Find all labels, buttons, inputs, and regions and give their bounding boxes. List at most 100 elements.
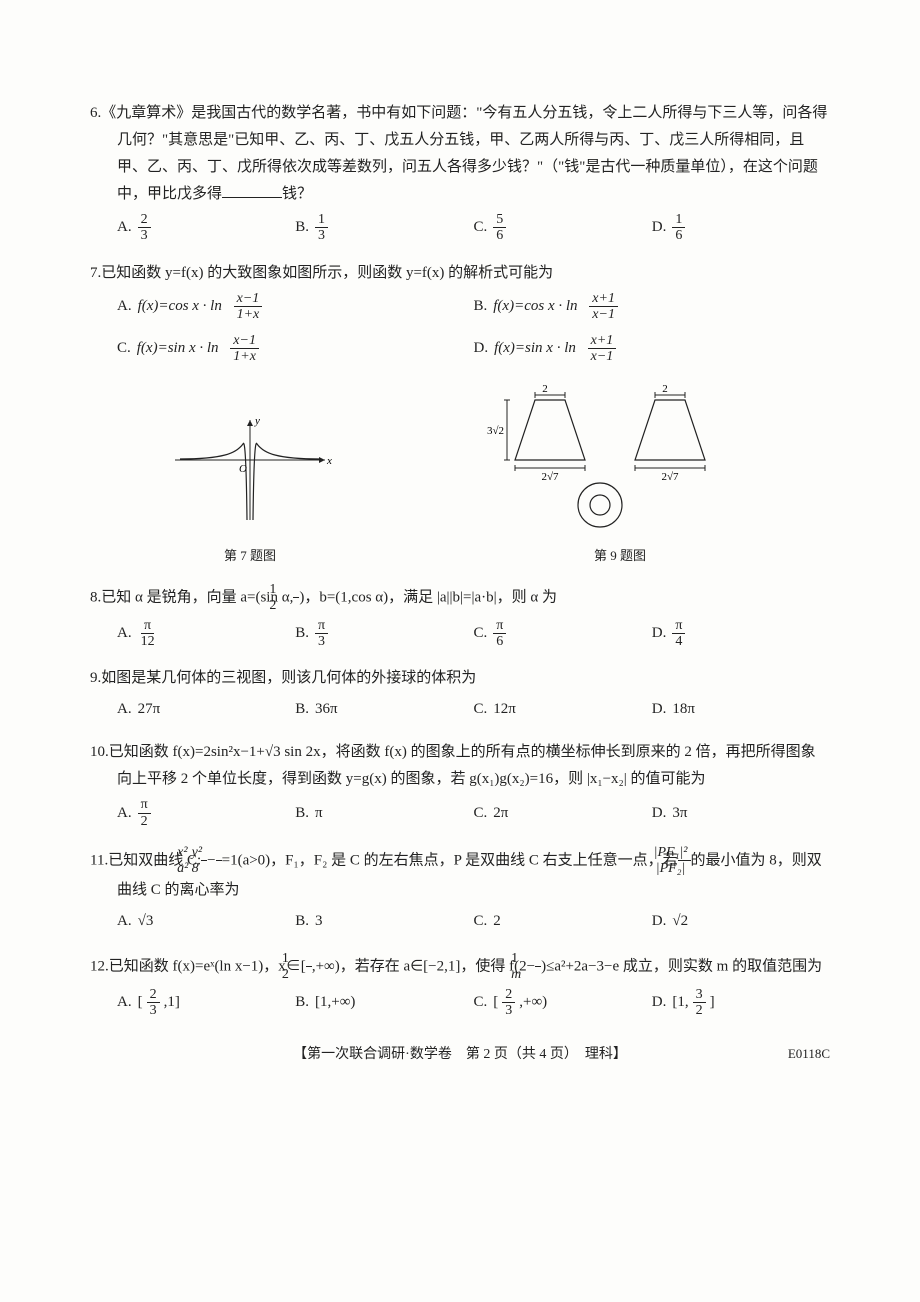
fraction: x−11+x bbox=[230, 333, 259, 365]
question-number: 7. bbox=[90, 265, 101, 281]
fraction: 23 bbox=[502, 987, 515, 1019]
fraction: 16 bbox=[672, 212, 685, 244]
three-view-icon: 2 3√2 2√7 2 2√7 bbox=[485, 380, 755, 530]
option-label: C. bbox=[474, 620, 488, 647]
options-row: A.f(x)=cos x · ln x−11+x B.f(x)=cos x · … bbox=[117, 291, 830, 365]
option-c: C.f(x)=sin x · ln x−11+x bbox=[117, 333, 474, 365]
svg-text:2√7: 2√7 bbox=[661, 471, 679, 483]
fraction: π6 bbox=[493, 618, 506, 650]
options-row: A.π2 B.π C.2π D.3π bbox=[117, 797, 830, 829]
option-a: A.f(x)=cos x · ln x−11+x bbox=[117, 291, 474, 323]
stem-text: 已知 α 是锐角，向量 a=(sin α, bbox=[101, 589, 293, 605]
option-c: C.[23,+∞) bbox=[474, 987, 652, 1019]
option-pre: [1, bbox=[672, 989, 688, 1016]
fraction: π3 bbox=[315, 618, 328, 650]
option-d: D.3π bbox=[652, 797, 830, 829]
option-value: [1,+∞) bbox=[315, 989, 355, 1016]
option-label: D. bbox=[652, 214, 667, 241]
svg-text:y: y bbox=[254, 415, 260, 427]
option-label: A. bbox=[117, 989, 132, 1016]
graph-icon: x y O bbox=[165, 410, 335, 530]
option-label: D. bbox=[474, 335, 489, 362]
option-label: B. bbox=[295, 214, 309, 241]
option-label: D. bbox=[652, 908, 667, 935]
stem-text: 已知函数 f(x)=eˣ(ln x−1)，x∈[ bbox=[109, 958, 306, 974]
option-label: B. bbox=[295, 800, 309, 827]
page-footer: 【第一次联合调研·数学卷 第 2 页（共 4 页） 理科】 E0118C bbox=[90, 1042, 830, 1067]
question-number: 8. bbox=[90, 589, 101, 605]
option-d: D.f(x)=sin x · ln x+1x−1 bbox=[474, 333, 831, 365]
option-b: B.π3 bbox=[295, 618, 473, 650]
option-value: 2π bbox=[493, 800, 508, 827]
option-value: 27π bbox=[138, 696, 161, 723]
option-expr: f(x)=sin x · ln bbox=[137, 335, 219, 362]
option-pre: [ bbox=[493, 989, 498, 1016]
option-b: B.36π bbox=[295, 696, 473, 723]
option-b: B.13 bbox=[295, 212, 473, 244]
option-a: A.23 bbox=[117, 212, 295, 244]
question-number: 9. bbox=[90, 670, 101, 686]
stem-text: ,+∞)，若存在 a∈[−2,1]，使得 f(2− bbox=[312, 958, 535, 974]
option-label: D. bbox=[652, 989, 667, 1016]
option-value: π bbox=[315, 800, 323, 827]
question-number: 10. bbox=[90, 744, 109, 760]
option-b: B.f(x)=cos x · ln x+1x−1 bbox=[474, 291, 831, 323]
option-pre: [ bbox=[138, 989, 143, 1016]
option-c: C.2π bbox=[474, 797, 652, 829]
question-number: 12. bbox=[90, 958, 109, 974]
question-9: 9.如图是某几何体的三视图，则该几何体的外接球的体积为 A.27π B.36π … bbox=[90, 665, 830, 723]
option-label: B. bbox=[295, 989, 309, 1016]
fraction: x−11+x bbox=[234, 291, 263, 323]
question-7: 7.已知函数 y=f(x) 的大致图象如图所示，则函数 y=f(x) 的解析式可… bbox=[90, 260, 830, 365]
option-c: C.π6 bbox=[474, 618, 652, 650]
option-label: B. bbox=[295, 696, 309, 723]
question-11: 11.已知双曲线 C:x²a²−y²8=1(a>0)，F₁，F₂ 是 C 的左右… bbox=[90, 845, 830, 935]
svg-text:3√2: 3√2 bbox=[487, 425, 504, 437]
options-row: A.27π B.36π C.12π D.18π bbox=[117, 696, 830, 723]
option-value: 18π bbox=[672, 696, 695, 723]
option-a: A.π12 bbox=[117, 618, 295, 650]
svg-text:2: 2 bbox=[662, 383, 668, 395]
option-a: A.[23,1] bbox=[117, 987, 295, 1019]
fraction: |PF₁|²|PF₂| bbox=[678, 845, 691, 877]
fraction: x+1x−1 bbox=[589, 291, 618, 323]
option-label: B. bbox=[295, 620, 309, 647]
fraction: 32 bbox=[693, 987, 706, 1019]
footer-text: 【第一次联合调研·数学卷 第 2 页（共 4 页） 理科】 bbox=[293, 1047, 627, 1062]
option-c: C.2 bbox=[474, 908, 652, 935]
option-d: D. [1, 32] bbox=[652, 987, 830, 1019]
fraction: π4 bbox=[672, 618, 685, 650]
question-stem: 8.已知 α 是锐角，向量 a=(sin α,12)，b=(1,cos α)，满… bbox=[117, 582, 830, 614]
option-expr: f(x)=cos x · ln bbox=[138, 293, 222, 320]
fraction: π12 bbox=[138, 618, 158, 650]
question-8: 8.已知 α 是锐角，向量 a=(sin α,12)，b=(1,cos α)，满… bbox=[90, 582, 830, 650]
options-row: A.[23,1] B.[1,+∞) C.[23,+∞) D.[1,32] bbox=[117, 987, 830, 1019]
option-a: A.π2 bbox=[117, 797, 295, 829]
option-post: ,+∞) bbox=[519, 989, 547, 1016]
svg-text:2: 2 bbox=[542, 383, 548, 395]
fraction: π2 bbox=[138, 797, 151, 829]
stem-text: 已知函数 y=f(x) 的大致图象如图所示，则函数 y=f(x) 的解析式可能为 bbox=[101, 265, 553, 281]
fraction: 23 bbox=[147, 987, 160, 1019]
footer-code: E0118C bbox=[788, 1042, 830, 1065]
figure-7: x y O 第 7 题图 bbox=[165, 410, 335, 567]
question-stem: 11.已知双曲线 C:x²a²−y²8=1(a>0)，F₁，F₂ 是 C 的左右… bbox=[117, 845, 830, 904]
question-stem: 7.已知函数 y=f(x) 的大致图象如图所示，则函数 y=f(x) 的解析式可… bbox=[117, 260, 830, 287]
option-label: C. bbox=[474, 908, 488, 935]
option-label: D. bbox=[652, 800, 667, 827]
fraction: x+1x−1 bbox=[588, 333, 617, 365]
option-value: 3 bbox=[315, 908, 323, 935]
option-label: C. bbox=[117, 335, 131, 362]
figure-caption: 第 9 题图 bbox=[485, 544, 755, 567]
question-stem: 12.已知函数 f(x)=eˣ(ln x−1)，x∈[12,+∞)，若存在 a∈… bbox=[117, 951, 830, 983]
question-stem: 10.已知函数 f(x)=2sin²x−1+√3 sin 2x，将函数 f(x)… bbox=[117, 739, 830, 793]
option-post: ] bbox=[710, 989, 715, 1016]
option-value: 3π bbox=[672, 800, 687, 827]
stem-text: )，b=(1,cos α)，满足 |a||b|=|a·b|，则 α 为 bbox=[299, 589, 557, 605]
option-post: ,1] bbox=[164, 989, 180, 1016]
option-value: 12π bbox=[493, 696, 516, 723]
stem-text: )≤a²+2a−3−e 成立，则实数 m 的取值范围为 bbox=[541, 958, 822, 974]
option-value: √2 bbox=[672, 908, 688, 935]
option-d: D.√2 bbox=[652, 908, 830, 935]
question-number: 11. bbox=[90, 852, 108, 868]
